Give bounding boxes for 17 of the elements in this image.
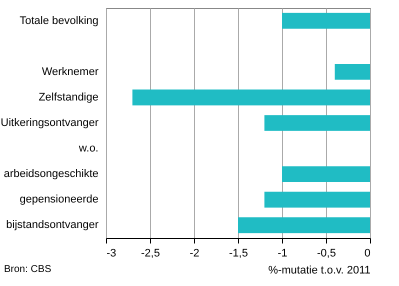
y-tick-label: bijstandsontvanger [6,219,99,232]
x-tick-label: 0 [364,248,370,260]
y-tick-label: gepensioneerde [20,194,98,206]
y-tick-label: w.o. [78,142,98,155]
y-tick-label: Werknemer [42,66,99,78]
y-tick-label: Uitkeringsontvanger [0,117,99,129]
x-tick-label: -3 [106,248,116,260]
y-tick-label: Totale bevolking [20,14,98,27]
x-axis-title: %-mutatie t.o.v. 2011 [268,264,370,276]
x-tick-label: -2,5 [141,248,160,260]
x-tick-label: -1 [278,248,288,260]
x-tick-label: -2 [190,248,200,260]
y-tick-label: arbeidsongeschikte [4,168,98,180]
x-tick-label: -0,5 [317,248,336,260]
x-tick-label: -1,5 [229,248,248,260]
y-tick-label: Zelfstandige [38,91,98,104]
text: Bron: CBS [4,264,52,275]
